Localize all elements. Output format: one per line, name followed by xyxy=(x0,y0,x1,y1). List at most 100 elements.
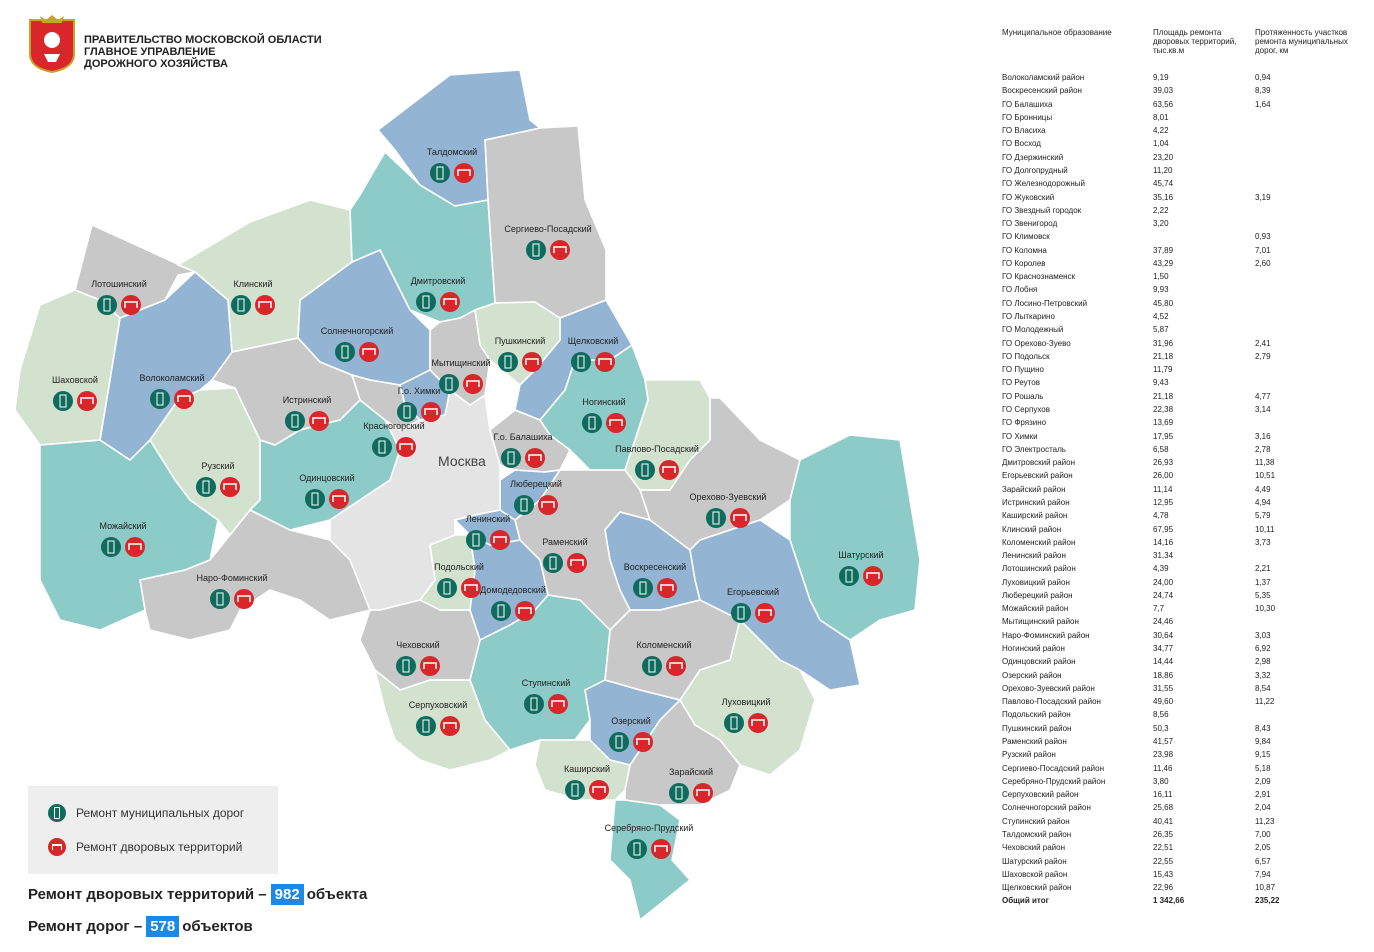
table-row: Чеховский район 22,51 2,05 xyxy=(1002,841,1372,854)
region-border xyxy=(489,409,571,473)
region-ozersky[interactable] xyxy=(585,680,680,765)
region-mozhaisky[interactable] xyxy=(40,440,218,630)
region-orekhovo-zuevsky[interactable] xyxy=(640,398,800,550)
region-chekhovsky[interactable] xyxy=(360,600,480,690)
table-cell-yards-area: 8,56 xyxy=(1153,710,1169,720)
region-podolsky[interactable] xyxy=(420,535,475,610)
yard-glyph xyxy=(80,397,94,404)
region-ruzsky[interactable] xyxy=(150,388,260,535)
table-cell-yards-area: 11,79 xyxy=(1153,365,1173,375)
region-sergievo-posadsky[interactable] xyxy=(485,126,606,318)
table-row: ГО Серпухов 22,38 3,14 xyxy=(1002,403,1372,416)
table-row: Орехово-Зуевский район 31,55 8,54 xyxy=(1002,682,1372,695)
table-cell-yards-area: 4,52 xyxy=(1153,312,1169,322)
region-zaraisky[interactable] xyxy=(625,700,740,805)
table-cell-municipality: Луховицкий район xyxy=(1002,577,1070,587)
yard-repair-icon xyxy=(550,240,570,260)
table-cell-yards-area: 41,57 xyxy=(1153,737,1174,746)
region-label: Ногинский xyxy=(582,397,625,407)
table-row: Щелковский район 22,96 10,87 xyxy=(1002,881,1372,894)
table-cell-municipality: Пушкинский район xyxy=(1002,723,1072,733)
table-cell-municipality: Воскресенский район xyxy=(1002,86,1082,96)
table-cell-road-length: 7,94 xyxy=(1255,869,1271,879)
region-label: Ленинский xyxy=(466,514,510,524)
table-cell-road-length: 5,35 xyxy=(1255,590,1271,600)
table-cell-road-length: 3,19 xyxy=(1255,192,1271,202)
region-stupinsky[interactable] xyxy=(470,595,610,750)
yard-glyph xyxy=(457,169,471,176)
moscow-city[interactable] xyxy=(330,390,500,610)
road-repair-icon xyxy=(514,495,534,515)
region-solnechnogorsky[interactable] xyxy=(298,250,430,385)
table-cell-municipality: ГО Балашиха xyxy=(1002,99,1053,109)
table-row: ГО Электросталь 6,58 2,78 xyxy=(1002,443,1372,456)
yard-glyph xyxy=(866,572,880,579)
region-dmitrovsky[interactable] xyxy=(350,152,495,322)
total-yards-label: Ремонт дворовых территорий – xyxy=(28,886,267,903)
table-cell-yards-area: 30,64 xyxy=(1153,630,1174,640)
road-repair-icon xyxy=(635,460,655,480)
table-cell-municipality: Дмитровский район xyxy=(1002,458,1076,468)
table-cell-yards-area: 7,7 xyxy=(1153,604,1165,614)
table-cell-municipality: Талдомский район xyxy=(1002,829,1072,839)
moscow-label: Москва xyxy=(438,453,486,469)
legend-roads-label: Ремонт муниципальных дорог xyxy=(76,806,245,820)
table-cell-municipality: Орехово-Зуевский район xyxy=(1002,683,1095,693)
table-row: Клинский район 67,95 10,11 xyxy=(1002,523,1372,536)
yard-repair-icon xyxy=(125,537,145,557)
yard-glyph xyxy=(528,454,542,461)
region-shatursky[interactable] xyxy=(790,435,920,640)
yard-repair-icon xyxy=(490,530,510,550)
yard-glyph xyxy=(443,722,457,729)
table-cell-yards-area: 31,55 xyxy=(1153,683,1174,693)
table-cell-municipality: ГО Коломна xyxy=(1002,245,1047,255)
table-cell-road-length: 2,79 xyxy=(1255,351,1271,361)
table-cell-municipality: ГО Орехово-Зуево xyxy=(1002,338,1071,348)
table-cell-yards-area: 37,89 xyxy=(1153,245,1174,255)
table-cell-yards-area: 49,60 xyxy=(1153,697,1174,707)
yard-repair-icon xyxy=(548,694,568,714)
table-cell-yards-area: 2,22 xyxy=(1153,205,1169,215)
road-repair-icon xyxy=(430,163,450,183)
road-glyph xyxy=(737,606,745,620)
table-cell-yards-area: 1 342,66 xyxy=(1153,896,1185,906)
road-glyph xyxy=(530,697,538,711)
table-cell-municipality: Мытищинский район xyxy=(1002,617,1079,627)
road-glyph xyxy=(504,355,512,369)
region-serebryano-prudsky[interactable] xyxy=(610,800,690,920)
table-cell-road-length: 2,98 xyxy=(1255,657,1271,667)
table-row: ГО Рошаль 21,18 4,77 xyxy=(1002,390,1372,403)
road-glyph xyxy=(571,783,579,797)
yard-repair-icon xyxy=(174,389,194,409)
region-label: Шатурский xyxy=(838,550,883,560)
region-border xyxy=(624,698,741,806)
road-glyph xyxy=(103,298,111,312)
table-cell-municipality: ГО Королев xyxy=(1002,258,1046,268)
table-row: Павлово-Посадский район 49,60 11,22 xyxy=(1002,695,1372,708)
yard-glyph xyxy=(525,358,539,365)
table-cell-yards-area: 31,34 xyxy=(1153,551,1174,561)
table-cell-municipality: Озерский район xyxy=(1002,670,1062,680)
road-repair-icon xyxy=(437,578,457,598)
region-taldomsky[interactable] xyxy=(378,70,540,206)
region-noginsky[interactable] xyxy=(540,345,648,470)
table-cell-road-length: 2,21 xyxy=(1255,564,1271,574)
road-repair-icon xyxy=(397,402,417,422)
table-cell-municipality: ГО Молодежный xyxy=(1002,325,1064,335)
road-repair-icon xyxy=(466,530,486,550)
region-yegoryevsky[interactable] xyxy=(690,520,860,690)
region-lotoshinsky[interactable] xyxy=(75,225,195,318)
region-volokolamsky[interactable] xyxy=(100,272,232,460)
table-cell-yards-area: 26,35 xyxy=(1153,829,1174,839)
yard-glyph xyxy=(636,738,650,745)
yard-repair-icon xyxy=(657,578,677,598)
table-row: ГО Реутов 9,43 xyxy=(1002,376,1372,389)
yard-glyph xyxy=(464,584,478,591)
yard-repair-icon xyxy=(515,601,535,621)
table-cell-municipality: Можайский район xyxy=(1002,604,1069,614)
yard-glyph xyxy=(493,536,507,543)
table-row: Воскресенский район 39,03 8,39 xyxy=(1002,84,1372,97)
table-cell-municipality: Подольский район xyxy=(1002,710,1071,720)
region-klinsky[interactable] xyxy=(178,200,352,352)
region-kolomensky[interactable] xyxy=(605,600,740,700)
